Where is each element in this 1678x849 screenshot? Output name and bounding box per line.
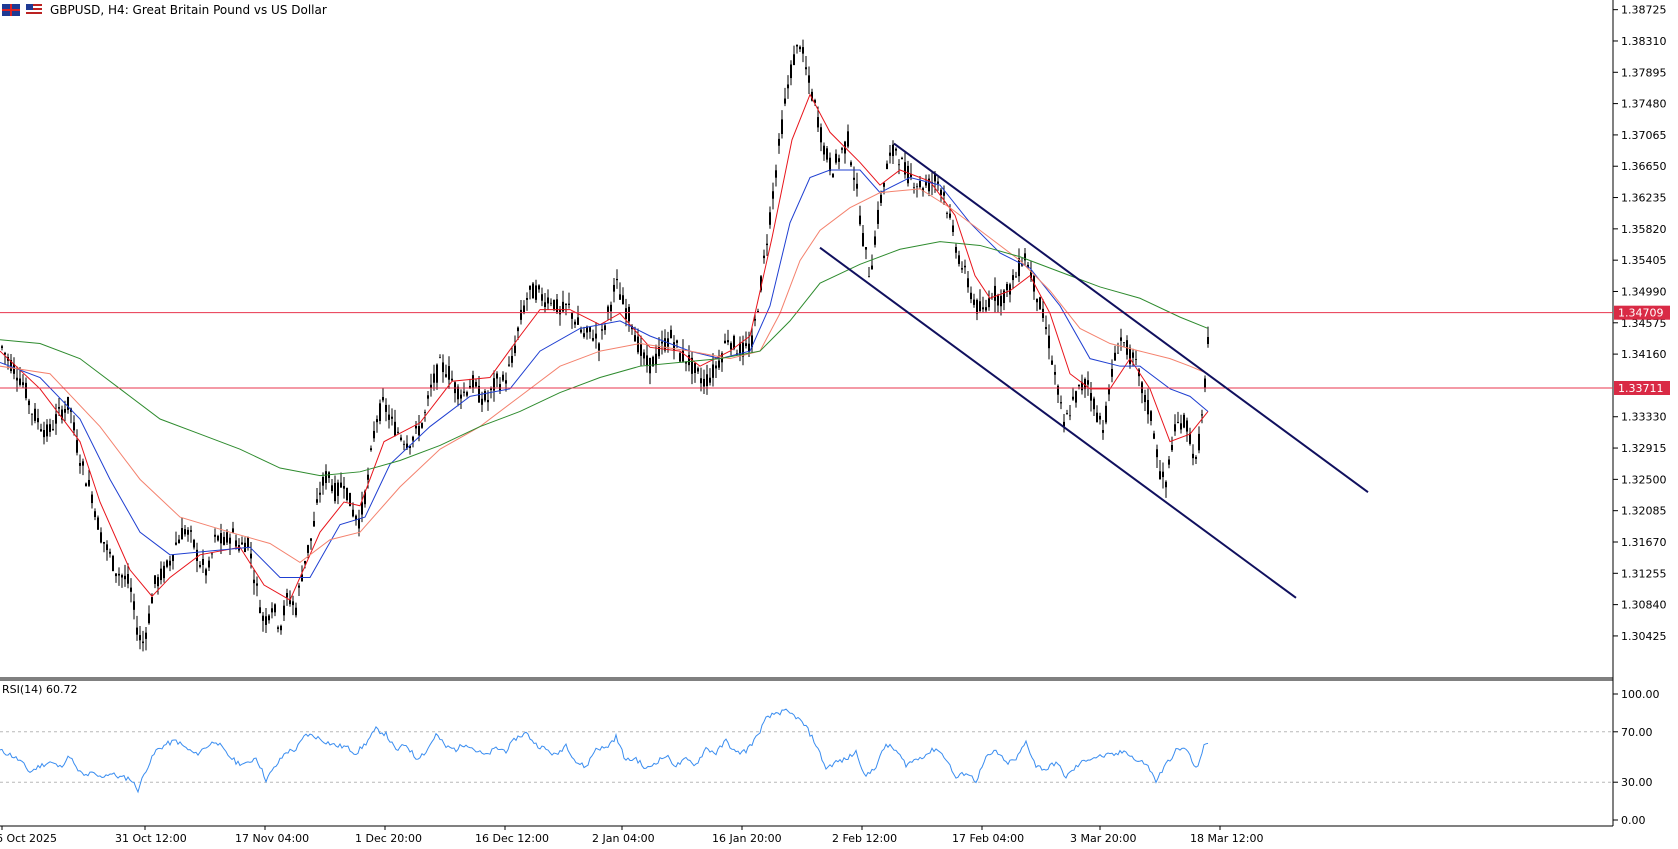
usd-flag-icon	[26, 4, 42, 16]
price-tick-label: 1.37895	[1621, 66, 1667, 79]
horizontal-level-label: 1.34709	[1618, 307, 1664, 320]
rsi-tick-label: 0.00	[1621, 814, 1646, 827]
channel-trendline	[893, 142, 1369, 493]
time-tick-label: 31 Oct 12:00	[115, 832, 187, 845]
price-tick-label: 1.38310	[1621, 35, 1667, 48]
channel-trendline	[819, 246, 1297, 599]
moving-average-ema_fast	[0, 93, 1209, 601]
rsi-tick-label: 70.00	[1621, 726, 1653, 739]
horizontal-level-label-bg	[1614, 305, 1670, 320]
price-tick-label: 1.35405	[1621, 254, 1667, 267]
time-tick-label: 6 Oct 2025	[0, 832, 57, 845]
price-tick-label: 1.32085	[1621, 505, 1667, 518]
price-tick-label: 1.38725	[1621, 4, 1667, 17]
price-tick-label: 1.33330	[1621, 411, 1667, 424]
time-tick-label: 16 Jan 20:00	[712, 832, 782, 845]
rsi-title: RSI(14) 60.72	[2, 683, 77, 696]
price-tick-label: 1.31670	[1621, 536, 1667, 549]
moving-average-ma_green	[0, 241, 1209, 477]
price-tick-label: 1.36235	[1621, 192, 1667, 205]
moving-average-ma_blue	[0, 169, 1209, 578]
gbp-flag-icon	[2, 4, 20, 16]
time-tick-label: 1 Dec 20:00	[355, 832, 422, 845]
symbol-title: GBPUSD, H4: Great Britain Pound vs US Do…	[50, 3, 327, 17]
price-tick-label: 1.34160	[1621, 348, 1667, 361]
time-tick-label: 17 Feb 04:00	[952, 832, 1024, 845]
time-tick-label: 3 Mar 20:00	[1070, 832, 1136, 845]
price-tick-label: 1.37065	[1621, 129, 1667, 142]
chart-header: GBPUSD, H4: Great Britain Pound vs US Do…	[0, 0, 327, 20]
time-tick-label: 2 Feb 12:00	[832, 832, 897, 845]
price-tick-label: 1.34990	[1621, 285, 1667, 298]
price-tick-label: 1.34575	[1621, 317, 1667, 330]
rsi-tick-label: 100.00	[1621, 688, 1660, 701]
price-tick-label: 1.32500	[1621, 473, 1667, 486]
price-tick-label: 1.30840	[1621, 599, 1667, 612]
price-tick-label: 1.36650	[1621, 160, 1667, 173]
price-tick-label: 1.32915	[1621, 442, 1667, 455]
rsi-line	[0, 708, 1209, 794]
time-tick-label: 17 Nov 04:00	[235, 832, 309, 845]
price-tick-label: 1.37480	[1621, 98, 1667, 111]
rsi-tick-label: 30.00	[1621, 776, 1653, 789]
horizontal-level-label-bg	[1614, 380, 1670, 395]
horizontal-level-label: 1.33711	[1618, 382, 1664, 395]
price-tick-label: 1.35820	[1621, 223, 1667, 236]
time-tick-label: 2 Jan 04:00	[592, 832, 655, 845]
time-tick-label: 16 Dec 12:00	[475, 832, 549, 845]
price-tick-label: 1.31255	[1621, 567, 1667, 580]
moving-average-ma_salmon	[0, 188, 1209, 563]
candles-group	[1, 39, 1209, 652]
price-tick-label: 1.30425	[1621, 630, 1667, 643]
time-tick-label: 18 Mar 12:00	[1190, 832, 1263, 845]
